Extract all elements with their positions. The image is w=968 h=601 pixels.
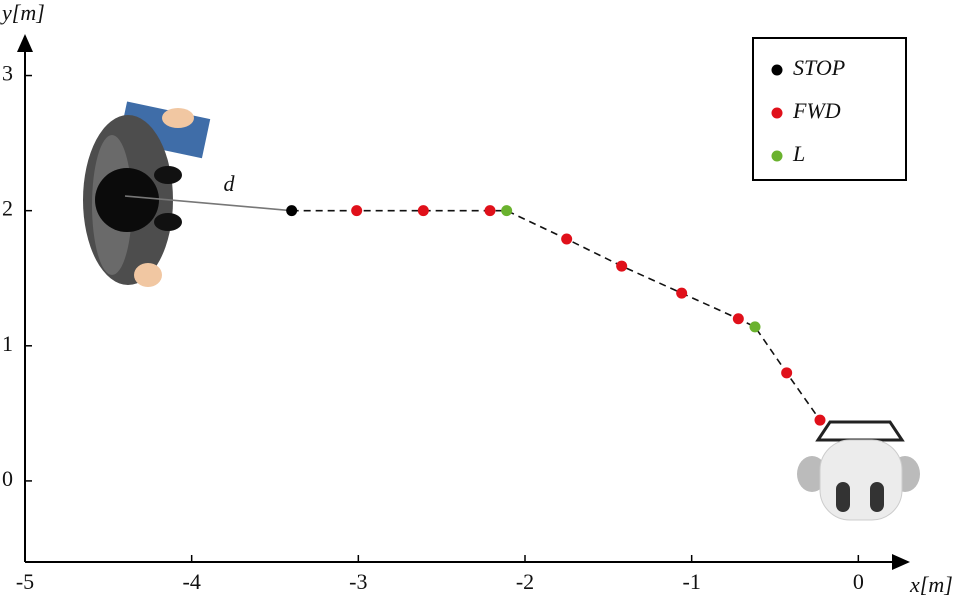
robot-figure [797,420,920,521]
point [501,205,513,217]
point [781,367,793,379]
point [484,205,496,217]
y-tick-label: 0 [2,466,13,491]
y-tick-label: 3 [2,61,13,86]
x-tick-label: -3 [349,569,367,594]
legend-label: L [792,141,805,166]
y-axis-label: y[m] [0,0,45,25]
x-tick-label: -1 [683,569,701,594]
distance-line [124,195,292,212]
point [814,414,826,426]
point [749,321,761,333]
x-axis-label: x[m] [909,572,953,597]
point [351,205,363,217]
point [561,233,573,245]
point [286,205,298,217]
x-tick-label: -2 [516,569,534,594]
trajectory [291,209,821,421]
x-tick-label: -4 [183,569,201,594]
legend-marker [771,150,783,162]
person-figure [83,101,211,287]
x-tick-label: -5 [16,569,34,594]
legend-label: FWD [792,98,841,123]
legend-marker [771,107,783,119]
point [732,313,744,325]
point [417,205,429,217]
legend-label: STOP [793,55,845,80]
y-tick-label: 2 [2,196,13,221]
point [616,260,628,272]
annotation: d [224,171,236,196]
legend-marker [771,64,783,76]
x-tick-label: 0 [853,569,864,594]
point [676,287,688,299]
y-tick-label: 1 [2,331,13,356]
